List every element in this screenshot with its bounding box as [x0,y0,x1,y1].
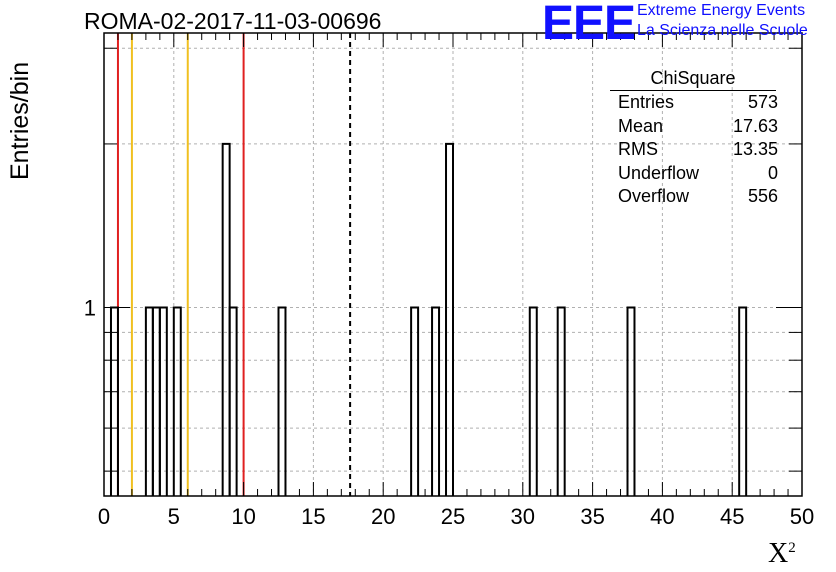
stats-row-underflow: Underflow 0 [610,162,778,186]
x-tick-label: 35 [580,504,604,529]
x-tick-label: 45 [720,504,744,529]
eee-logo: EEE [542,0,636,50]
stats-value: 13.35 [732,139,778,159]
stats-value: 17.63 [732,115,778,136]
histogram-bin [221,142,231,496]
histogram-bin [172,306,182,496]
x-tick-label: 40 [650,504,674,529]
stats-label: Underflow [618,162,700,183]
stats-title-rule [610,90,776,91]
histogram-bin [158,306,168,496]
histogram-bin [410,306,420,496]
stats-value: 0 [767,162,778,183]
y-axis-label: Entries/bin [6,61,34,180]
histogram-bin [109,306,119,496]
stats-box: ChiSquare Entries 573 Mean 17.63 RMS 13.… [610,68,780,209]
stats-row-entries: Entries 573 [610,91,778,115]
y-tick-label: 1 [84,296,96,321]
x-axis-label-base: X [768,538,789,569]
x-tick-label: 15 [301,504,325,529]
stats-label: Entries [618,92,675,112]
histogram-bin [738,306,748,496]
x-tick-label: 50 [790,504,814,529]
stats-title: ChiSquare [650,68,736,88]
x-tick-label: 20 [371,504,395,529]
stats-label: RMS [618,139,658,159]
logo-line-1: Extreme Energy Events [637,2,806,19]
stats-row-mean: Mean 17.63 [610,115,778,139]
histogram-bin [144,306,154,496]
stats-label: Mean [618,115,664,136]
stats-row-rms: RMS 13.35 [610,138,778,162]
histogram-bin [445,142,454,496]
stats-label: Overflow [618,186,690,206]
histogram-bin [277,306,287,496]
histogram-bin [431,306,441,496]
x-tick-label: 30 [511,504,535,529]
x-tick-label: 5 [168,504,180,529]
chart-title: ROMA-02-2017-11-03-00696 [84,8,382,34]
x-tick-label: 0 [98,504,110,529]
stats-value: 556 [747,186,778,206]
histogram-bin [151,306,161,496]
x-axis-label-exponent: 2 [788,540,796,556]
x-tick-label: 10 [231,504,255,529]
stats-value: 573 [747,92,778,112]
x-tick-label: 25 [441,504,465,529]
logo-line-2: La Scienza nelle Scuole [637,22,808,39]
x-axis-label: X2 [768,538,796,570]
histogram-bin [626,306,636,496]
stats-row-overflow: Overflow 556 [610,185,778,209]
histogram-bin [528,306,538,496]
histogram-bin [228,306,238,496]
histogram-bin [556,306,566,496]
